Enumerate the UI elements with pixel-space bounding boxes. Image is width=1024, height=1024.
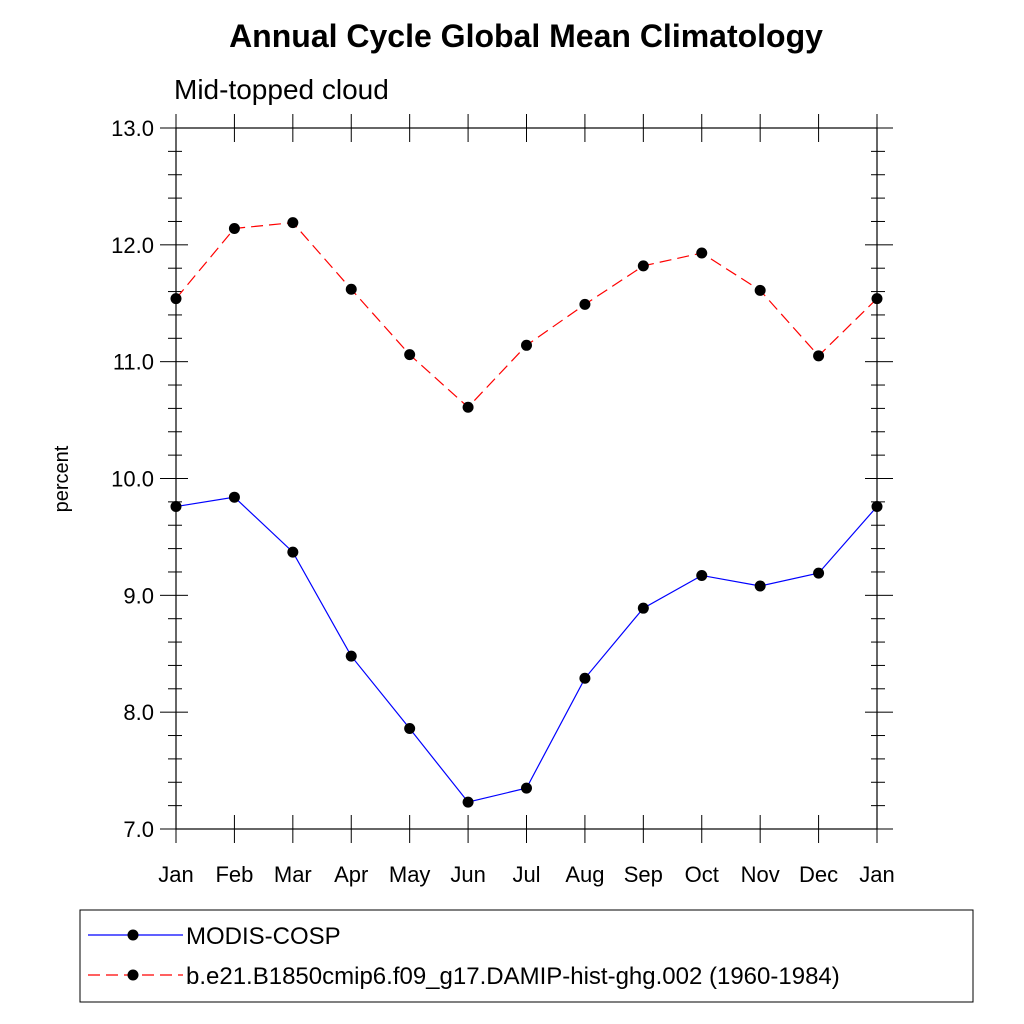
x-tick-label: Dec	[799, 862, 838, 887]
data-point	[696, 247, 708, 259]
y-tick-label: 9.0	[123, 583, 154, 608]
data-point	[871, 501, 883, 513]
x-tick-label: Jun	[450, 862, 485, 887]
data-point	[696, 569, 708, 581]
data-point	[521, 782, 532, 794]
data-point	[345, 283, 357, 295]
x-tick-label: Sep	[624, 862, 663, 887]
data-point	[228, 222, 240, 234]
data-point	[871, 293, 883, 305]
legend-marker	[127, 969, 139, 981]
y-tick-label: 11.0	[113, 350, 154, 375]
legend-label: b.e21.B1850cmip6.f09_g17.DAMIP-hist-ghg.…	[186, 963, 840, 990]
chart-title: Annual Cycle Global Mean Climatology	[229, 18, 823, 54]
y-tick-label: 13.0	[111, 116, 154, 141]
legend-marker	[127, 929, 139, 941]
chart-subtitle: Mid-topped cloud	[174, 74, 389, 105]
data-point	[404, 349, 416, 361]
data-point	[228, 491, 240, 503]
y-tick-label: 10.0	[111, 467, 154, 492]
x-tick-label: Feb	[215, 862, 253, 887]
plot-frame	[175, 127, 878, 830]
series-1	[170, 491, 883, 808]
data-point	[579, 298, 591, 310]
data-point	[754, 284, 766, 296]
x-tick-label: Aug	[565, 862, 604, 887]
legend: MODIS-COSP b.e21.B1850cmip6.f09_g17.DAMIP…	[79, 909, 974, 1003]
data-point	[521, 339, 532, 351]
y-tick-label: 8.0	[123, 700, 154, 725]
x-tick-label: Nov	[741, 862, 780, 887]
data-point	[813, 567, 825, 579]
data-point	[287, 546, 299, 558]
data-point	[462, 401, 474, 413]
y-axis-label: percent	[51, 445, 73, 512]
x-tick-label: May	[389, 862, 431, 887]
y-tick-label: 7.0	[123, 817, 154, 842]
data-point	[579, 672, 591, 684]
legend-box	[79, 909, 974, 1003]
data-point	[404, 723, 416, 735]
data-point	[637, 602, 649, 614]
series-line	[175, 222, 878, 409]
data-point	[170, 293, 182, 305]
y-tick-label: 12.0	[111, 233, 154, 258]
axes: 7.0 8.0 9.0 10.0 11.0 12.0 13.0 Jan Feb Mar Apr May…	[111, 114, 895, 887]
x-tick-label: Jul	[512, 862, 540, 887]
data-point	[170, 501, 182, 513]
data-point	[345, 650, 357, 662]
legend-label: MODIS-COSP	[186, 923, 341, 950]
data-point	[287, 217, 299, 229]
data-point	[813, 350, 825, 362]
x-tick-label: Jan	[859, 862, 894, 887]
data-point	[462, 796, 474, 808]
series-2	[170, 217, 883, 413]
x-tick-label: Mar	[274, 862, 312, 887]
x-tick-label: Apr	[334, 862, 368, 887]
data-point	[754, 580, 766, 592]
series-line	[175, 496, 878, 803]
x-tick-label: Oct	[685, 862, 719, 887]
data-point	[637, 260, 649, 272]
x-tick-label: Jan	[158, 862, 193, 887]
series-layer	[170, 217, 883, 808]
